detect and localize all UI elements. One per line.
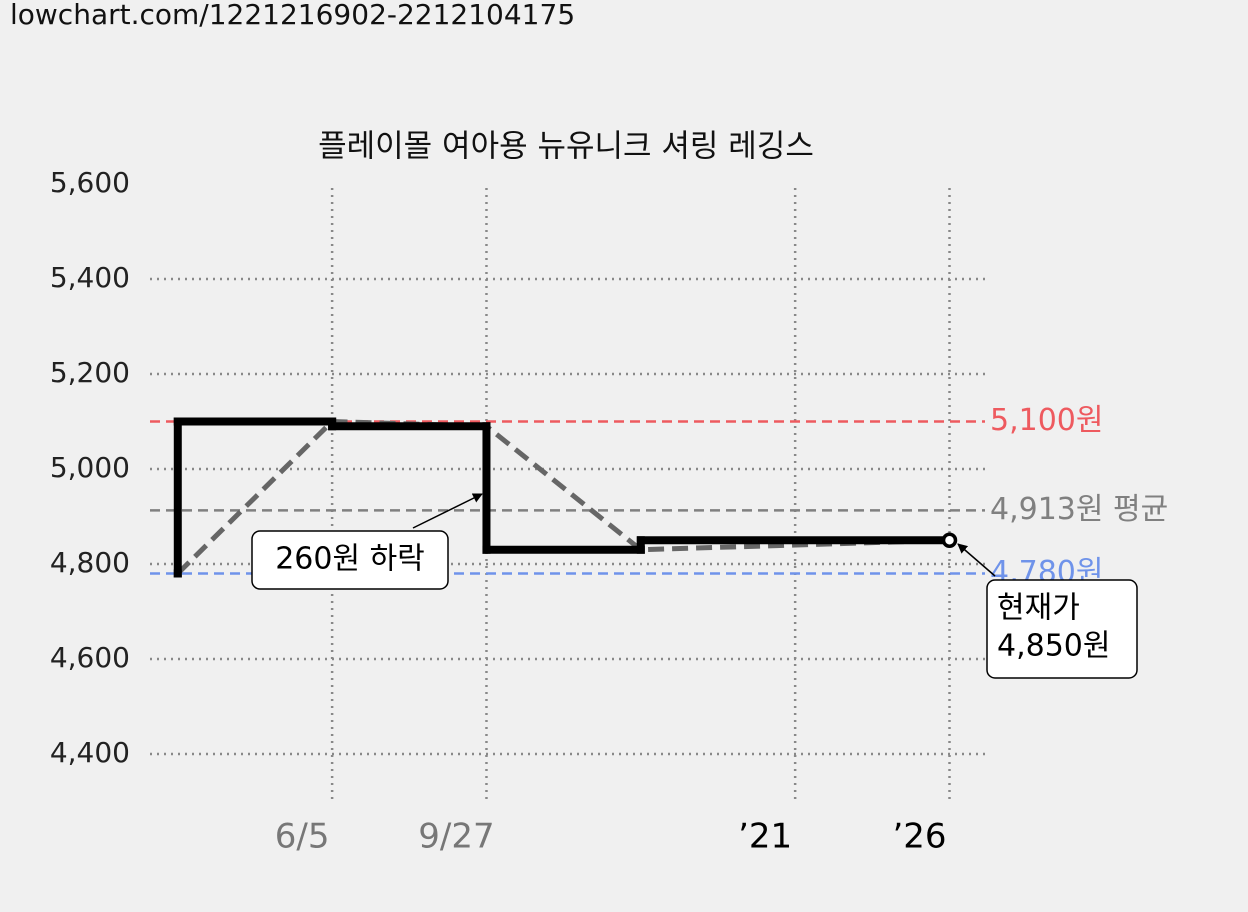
annotation-text: 260원 하락 [275, 542, 425, 577]
current-marker [941, 532, 958, 548]
y-tick-label: 4,400 [50, 736, 130, 769]
y-tick-label: 5,200 [50, 356, 130, 389]
x-tick-label: ’21 [738, 817, 792, 857]
reference-label: 4,913원 평균 [990, 492, 1168, 527]
annotation-arrow [412, 493, 483, 529]
y-tick-label: 5,000 [50, 451, 130, 484]
reference-label: 5,100원 [990, 403, 1103, 438]
annotation-box [986, 579, 1138, 679]
y-tick-label: 5,600 [50, 166, 130, 199]
chart-title: 플레이몰 여아용 뉴유니크 셔링 레깅스 [318, 129, 814, 165]
x-tick-label: 9/27 [418, 817, 494, 857]
x-tick-label: 6/5 [275, 817, 330, 857]
annotation-text: 현재가 [997, 591, 1080, 626]
annotation-text: 4,850원 [997, 629, 1110, 664]
y-tick-label: 5,400 [50, 261, 130, 294]
annotation-arrow [957, 543, 996, 577]
y-tick-label: 4,800 [50, 546, 130, 579]
annotation-box [251, 530, 449, 590]
url: lowchart.com/1221216902-2212104175 [10, 0, 575, 31]
y-tick-label: 4,600 [50, 641, 130, 674]
x-tick-label: ’26 [892, 817, 946, 857]
